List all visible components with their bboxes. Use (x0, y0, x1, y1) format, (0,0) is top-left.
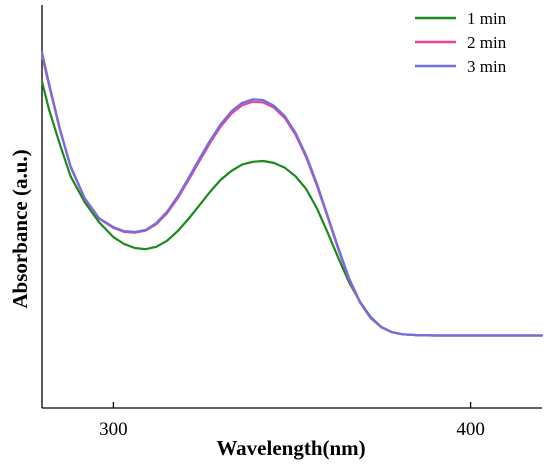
series-line-2 (40, 54, 544, 337)
legend-label: 2 min (467, 33, 507, 52)
legend: 1 min 2 min 3 min (415, 9, 507, 76)
x-tick-label: 300 (99, 419, 128, 440)
legend-label: 1 min (467, 9, 507, 28)
legend-label: 3 min (467, 57, 507, 76)
series-line-1 (40, 80, 544, 337)
x-axis-ticks: 300 400 (99, 402, 485, 440)
series-line-3 (40, 51, 544, 337)
x-tick-label: 400 (456, 419, 485, 440)
plot-frame (41, 5, 542, 409)
y-axis-title: Absorbance (a.u.) (8, 149, 32, 308)
x-axis-title: Wavelength(nm) (216, 436, 365, 460)
series-layer (40, 51, 544, 337)
